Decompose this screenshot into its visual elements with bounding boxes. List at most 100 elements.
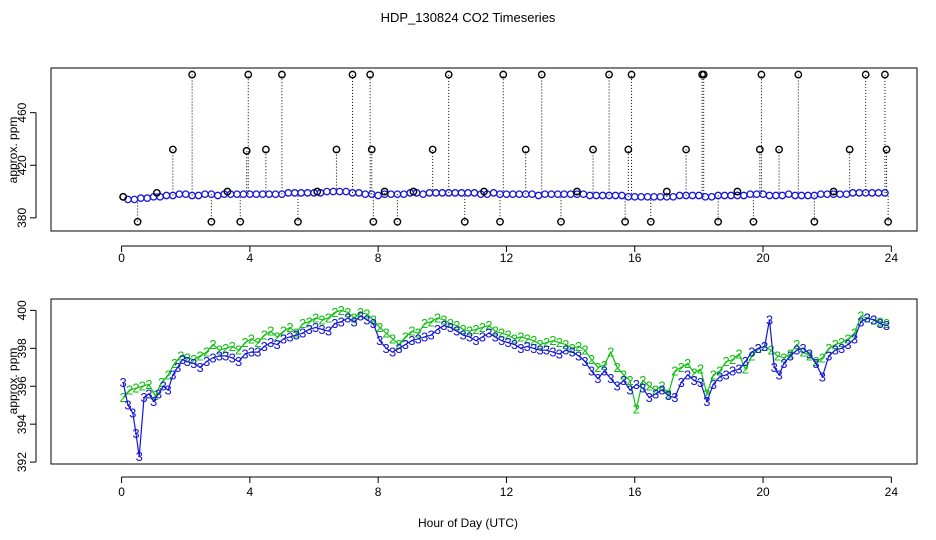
series-3-glyph: 3 — [633, 377, 640, 392]
series-3-glyph: 3 — [197, 360, 204, 375]
series-2-glyph: 2 — [793, 337, 800, 352]
black-point — [881, 70, 889, 79]
series-2-glyph: 2 — [171, 356, 178, 371]
series-2-glyph: 2 — [427, 314, 434, 329]
y-tick-label: 460 — [15, 102, 29, 122]
blue-point — [849, 189, 857, 197]
blue-point — [233, 190, 241, 199]
series-2-glyph: 2 — [318, 312, 325, 327]
series-2-glyph: 2 — [607, 345, 614, 360]
series-3-glyph: 3 — [129, 405, 136, 420]
series-3-glyph: 3 — [421, 329, 428, 344]
blue-point — [553, 190, 562, 199]
series-2-glyph: 2 — [235, 343, 242, 358]
series-3-glyph: 3 — [447, 320, 454, 335]
blue-point — [464, 189, 472, 197]
series-2-glyph: 2 — [780, 350, 787, 365]
series-2-glyph: 2 — [241, 335, 248, 350]
series-2-glyph: 2 — [306, 314, 313, 329]
series-2-glyph: 2 — [767, 343, 774, 358]
series-2-glyph: 2 — [517, 329, 524, 344]
blue-point — [675, 191, 684, 200]
series-3-glyph: 3 — [556, 347, 563, 362]
series-3-line — [122, 315, 887, 457]
blue-point — [470, 189, 479, 197]
series-3-glyph: 3 — [498, 333, 505, 348]
black-point — [366, 70, 375, 79]
series-3-glyph: 3 — [254, 345, 261, 360]
series-3-glyph: 3 — [626, 383, 633, 398]
series-3-glyph: 3 — [427, 328, 434, 343]
series-2-glyph: 2 — [504, 328, 511, 343]
series-3-glyph: 3 — [350, 314, 357, 329]
series-2-glyph: 2 — [395, 337, 402, 352]
series-3-glyph: 3 — [844, 337, 851, 352]
blue-point — [246, 190, 254, 199]
series-3-glyph: 3 — [658, 383, 665, 398]
series-3-glyph: 3 — [155, 386, 162, 401]
series-3-glyph: 3 — [690, 373, 697, 388]
blue-point — [804, 191, 812, 200]
black-point — [646, 217, 655, 226]
series-2-glyph: 2 — [633, 402, 640, 417]
series-3-glyph: 3 — [415, 331, 422, 346]
blue-point — [457, 189, 466, 197]
blue-point — [688, 191, 697, 200]
series-3-glyph: 3 — [150, 394, 157, 409]
blue-point — [592, 191, 601, 200]
x-tick-label: 20 — [756, 485, 770, 499]
blue-point — [489, 189, 498, 197]
black-point — [733, 187, 742, 196]
series-3-glyph: 3 — [222, 348, 229, 363]
series-2-glyph: 2 — [216, 343, 223, 358]
series-2-glyph: 2 — [254, 335, 261, 350]
chart-title: HDP_130824 CO2 Timeseries — [381, 10, 556, 25]
black-point — [496, 217, 504, 226]
series-2-glyph: 2 — [415, 326, 422, 341]
series-3-glyph: 3 — [742, 354, 749, 369]
series-2-glyph: 2 — [530, 333, 537, 348]
series-2-glyph: 2 — [524, 331, 531, 346]
x-tick-label: 16 — [628, 485, 642, 499]
blue-point — [399, 190, 408, 199]
series-2-glyph: 2 — [601, 358, 608, 373]
series-2-glyph: 2 — [229, 339, 236, 354]
black-point — [223, 187, 232, 196]
blue-point — [181, 190, 190, 199]
blue-point — [598, 191, 607, 200]
x-tick-label: 0 — [118, 485, 125, 499]
black-point — [884, 217, 893, 226]
series-3-glyph: 3 — [383, 341, 390, 356]
series-3-glyph: 3 — [883, 318, 890, 333]
series-3-glyph: 3 — [286, 329, 293, 344]
series-3-glyph: 3 — [524, 339, 531, 354]
series-2-glyph: 2 — [652, 383, 659, 398]
black-point — [627, 70, 636, 79]
series-3-glyph: 3 — [832, 343, 839, 358]
series-2-glyph: 2 — [723, 354, 730, 369]
series-2-glyph: 2 — [370, 312, 377, 327]
blue-point — [630, 192, 639, 201]
blue-point — [842, 190, 851, 199]
series-3-glyph: 3 — [267, 335, 274, 350]
series-2-glyph: 2 — [511, 331, 518, 346]
blue-point — [701, 192, 710, 201]
series-2-glyph: 2 — [145, 377, 152, 392]
series-2-glyph: 2 — [735, 347, 742, 362]
series-2-glyph: 2 — [678, 360, 685, 375]
series-2-glyph: 2 — [286, 320, 293, 335]
blue-point — [143, 194, 152, 202]
series-3-glyph: 3 — [132, 426, 139, 441]
series-3-glyph: 3 — [306, 322, 313, 337]
blue-point — [297, 189, 306, 197]
series-3-glyph: 3 — [581, 354, 588, 369]
series-3-glyph: 3 — [140, 390, 147, 405]
blue-point — [746, 190, 755, 199]
series-3-glyph: 3 — [179, 352, 186, 367]
series-3-glyph: 3 — [504, 335, 511, 350]
black-point — [714, 217, 723, 226]
series-2-glyph: 2 — [184, 350, 191, 365]
series-2-glyph: 2 — [434, 310, 441, 325]
black-point — [236, 217, 245, 226]
series-3-glyph: 3 — [530, 341, 537, 356]
